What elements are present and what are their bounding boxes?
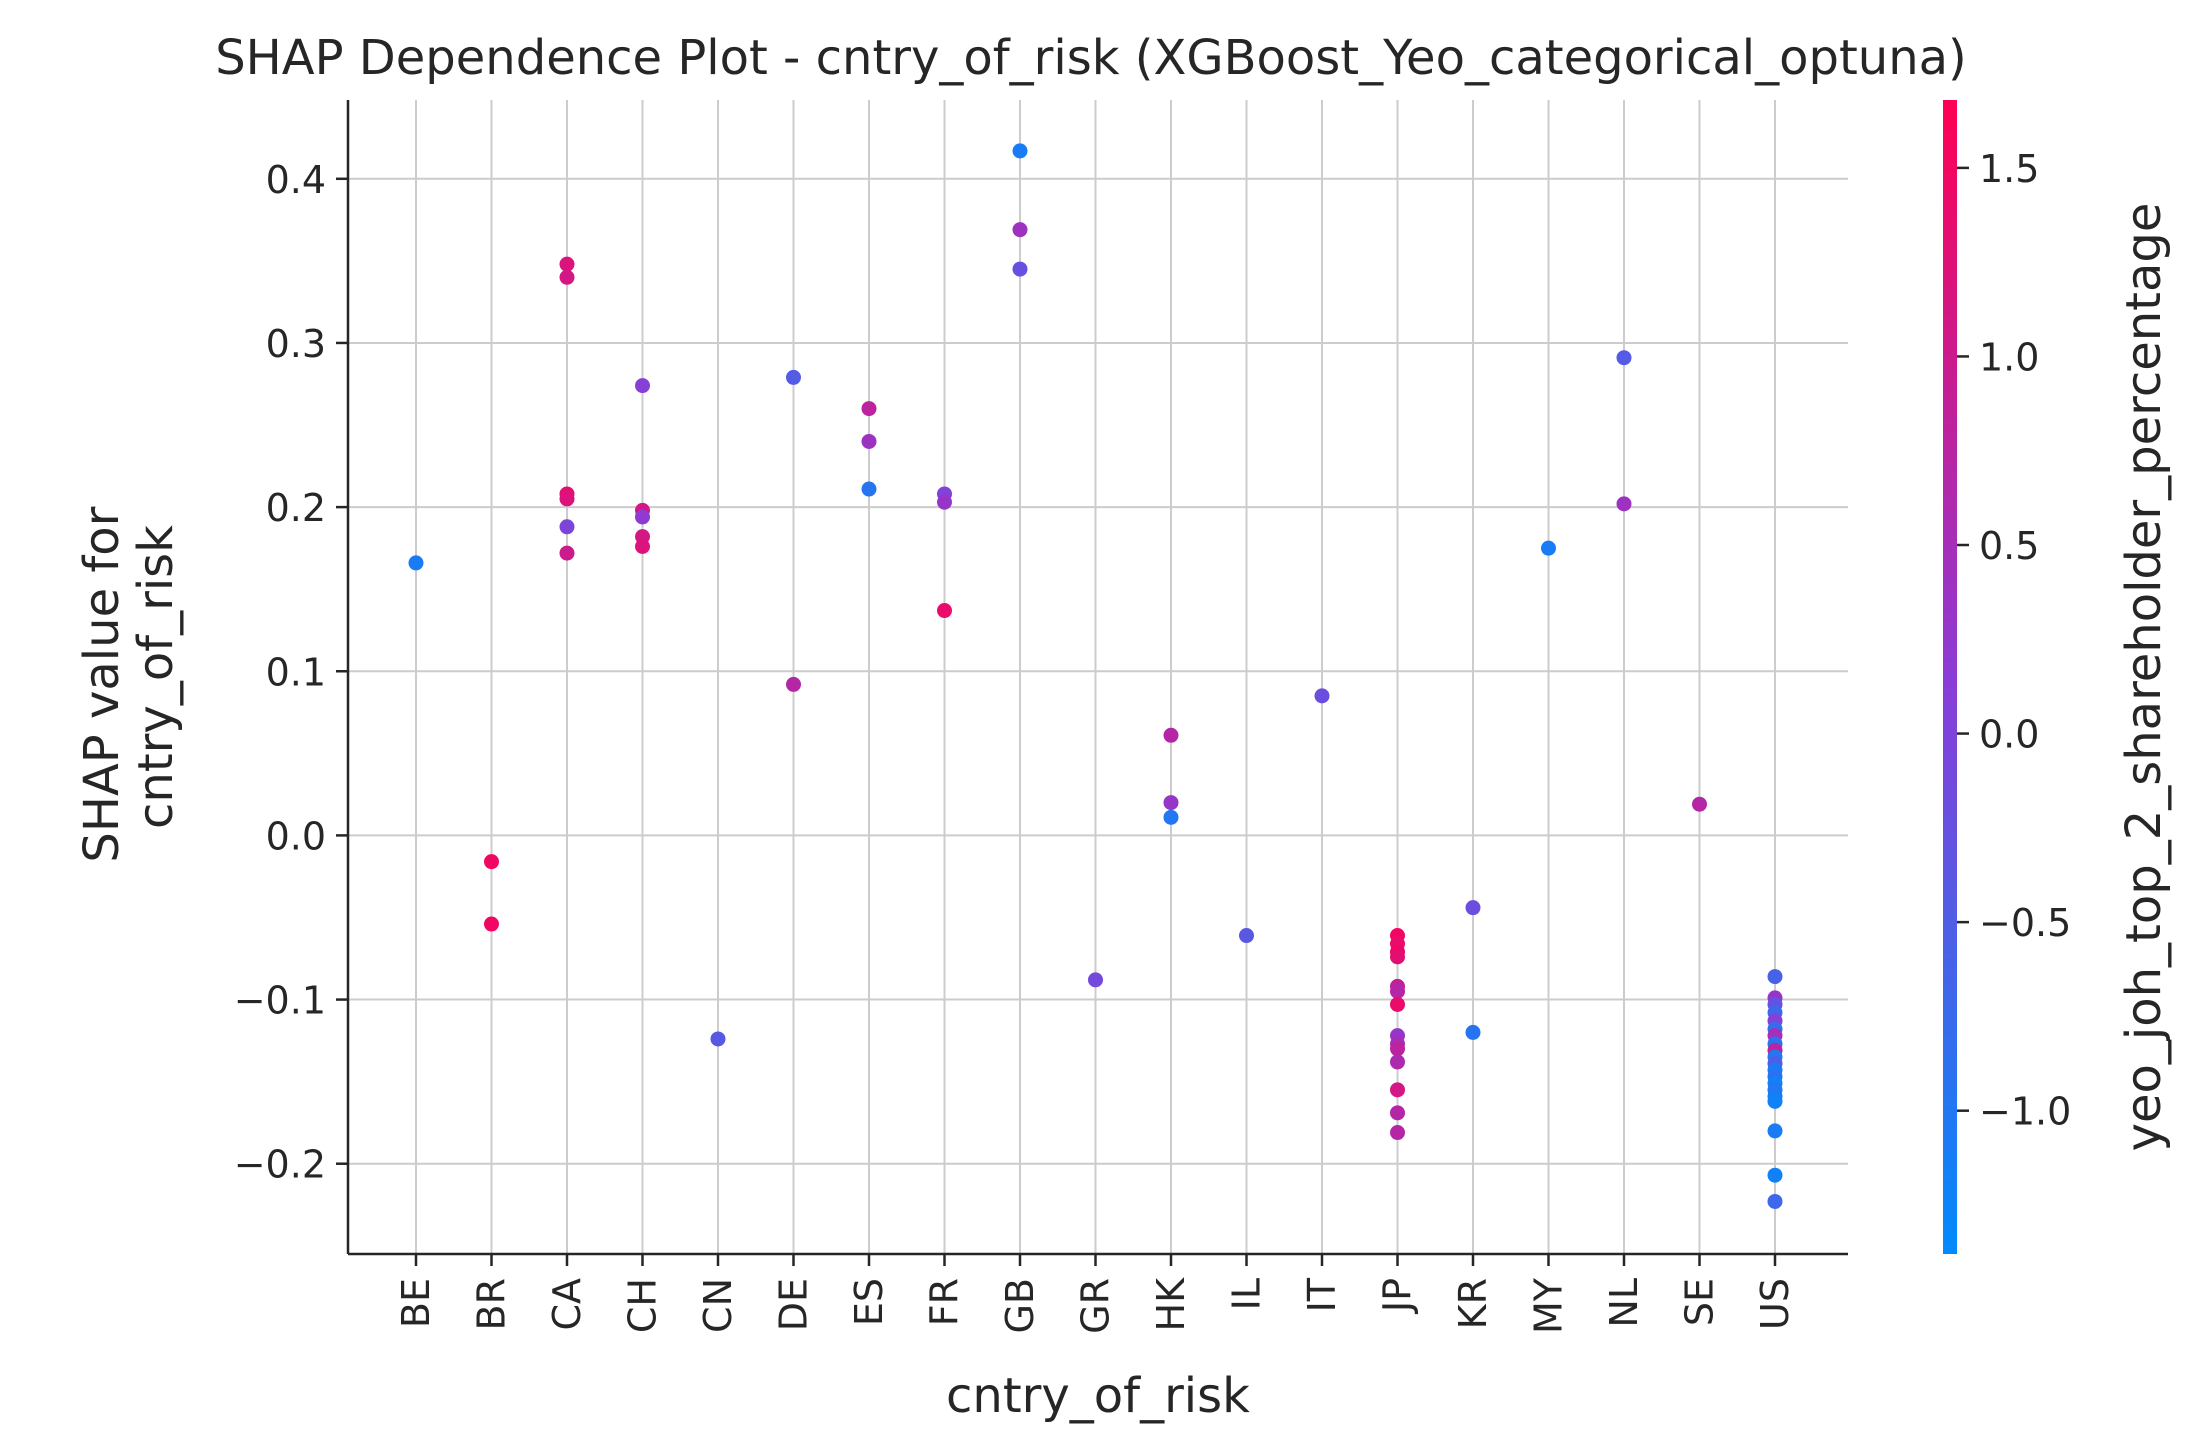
point-cn-14	[710, 1031, 726, 1047]
point-ch-13	[635, 538, 650, 554]
point-nl-49	[1616, 350, 1632, 366]
point-my-48	[1541, 540, 1556, 556]
point-jp-43	[1390, 1082, 1405, 1098]
point-gr-26	[1088, 972, 1103, 988]
colorbar-tick-label-2: 0.0	[1979, 713, 2039, 757]
x-tick-label-ch: CH	[621, 1278, 665, 1333]
x-tick-label-us: US	[1753, 1278, 1797, 1330]
point-fr-22	[937, 603, 952, 619]
colorbar-tick-label-4: 1.0	[1979, 335, 2039, 379]
y-tick-label-3: 0.1	[266, 650, 326, 694]
x-tick-label-it: IT	[1300, 1277, 1344, 1312]
point-gb-23	[1012, 143, 1028, 159]
x-tick-labels: BE BR CA CH CN DE ES FR GB GR HK IL IT JP KR MY NL SE US	[394, 1254, 1797, 1334]
x-tick-label-be: BE	[394, 1278, 438, 1328]
point-jp-37	[1390, 983, 1405, 999]
point-gb-24	[1012, 222, 1028, 238]
x-tick-label-cn: CN	[696, 1278, 740, 1333]
point-ca-7	[559, 519, 575, 535]
x-tick-label-fr: FR	[923, 1278, 967, 1326]
x-tick-label-gb: GB	[998, 1278, 1042, 1334]
point-hk-29	[1163, 809, 1179, 825]
colorbar-tick-label-1: −0.5	[1979, 901, 2071, 945]
point-hk-27	[1163, 727, 1179, 743]
point-il-30	[1239, 928, 1254, 944]
point-se-51	[1692, 796, 1707, 812]
x-tick-label-br: BR	[470, 1278, 514, 1330]
axes	[346, 100, 1848, 1256]
colorbar	[1943, 100, 1957, 1254]
y-tick-label-4: 0.2	[266, 486, 326, 530]
x-tick-label-jp: JP	[1376, 1278, 1420, 1314]
point-jp-42	[1390, 1054, 1405, 1070]
x-tick-label-hk: HK	[1149, 1277, 1193, 1332]
point-es-19	[861, 481, 877, 497]
point-de-16	[786, 676, 801, 692]
colorbar-tick-label-0: −1.0	[1979, 1090, 2071, 1134]
point-br-2	[484, 916, 499, 932]
colorbar-tick-label-5: 1.5	[1979, 147, 2039, 191]
point-es-17	[861, 401, 877, 417]
point-it-31	[1314, 688, 1330, 704]
x-tick-label-il: IL	[1225, 1278, 1269, 1310]
point-es-18	[861, 433, 877, 449]
colorbar-tick-label-3: 0.5	[1979, 524, 2039, 568]
point-kr-46	[1465, 900, 1481, 916]
point-ca-4	[559, 269, 575, 285]
point-jp-35	[1390, 949, 1405, 965]
point-us-52	[1767, 969, 1783, 985]
chart-title: SHAP Dependence Plot - cntry_of_risk (XG…	[215, 30, 1967, 86]
point-jp-38	[1390, 996, 1405, 1012]
y-tick-labels: −0.2 −0.1 0.0 0.1 0.2 0.3 0.4	[234, 158, 348, 1187]
point-br-1	[484, 854, 499, 870]
point-ca-3	[559, 256, 575, 272]
y-tick-label-1: −0.1	[234, 979, 326, 1023]
y-axis-label-line-2: cntry_of_risk	[128, 525, 184, 829]
point-jp-41	[1390, 1041, 1405, 1057]
point-nl-50	[1616, 496, 1632, 512]
colorbar-label: yeo_joh_top_2_shareholder_percentage	[2116, 203, 2172, 1152]
point-us-71	[1767, 1193, 1783, 1209]
x-tick-label-de: DE	[772, 1278, 816, 1331]
point-fr-21	[937, 494, 952, 510]
y-tick-label-5: 0.3	[266, 322, 326, 366]
x-tick-label-nl: NL	[1602, 1278, 1646, 1328]
x-tick-label-se: SE	[1678, 1278, 1722, 1326]
y-tick-label-2: 0.0	[266, 814, 326, 858]
y-tick-label-0: −0.2	[234, 1143, 326, 1187]
point-ch-9	[635, 378, 650, 394]
point-be-0	[408, 555, 424, 571]
x-tick-label-kr: KR	[1451, 1278, 1495, 1329]
data-points	[408, 143, 1783, 1209]
point-de-15	[786, 369, 801, 385]
colorbar-ticks: −1.0 −0.5 0.0 0.5 1.0 1.5	[1957, 147, 2071, 1134]
point-jp-45	[1390, 1125, 1405, 1141]
x-tick-label-ca: CA	[545, 1278, 589, 1331]
point-kr-47	[1465, 1024, 1481, 1040]
x-tick-label-es: ES	[847, 1278, 891, 1326]
x-tick-label-my: MY	[1527, 1277, 1571, 1334]
x-tick-label-gr: GR	[1074, 1278, 1118, 1334]
y-tick-label-6: 0.4	[266, 158, 326, 202]
point-jp-44	[1390, 1105, 1405, 1121]
y-axis-label: SHAP value for cntry_of_risk	[74, 491, 184, 862]
point-ch-11	[635, 509, 650, 525]
y-axis-label-line-1: SHAP value for	[74, 506, 130, 862]
point-hk-28	[1163, 795, 1179, 811]
point-us-68	[1767, 1093, 1783, 1109]
point-ca-6	[559, 491, 575, 507]
x-axis-label: cntry_of_risk	[946, 1368, 1250, 1424]
point-us-70	[1767, 1167, 1783, 1183]
point-gb-25	[1012, 261, 1028, 277]
point-ca-8	[559, 545, 575, 561]
point-us-69	[1767, 1123, 1783, 1139]
